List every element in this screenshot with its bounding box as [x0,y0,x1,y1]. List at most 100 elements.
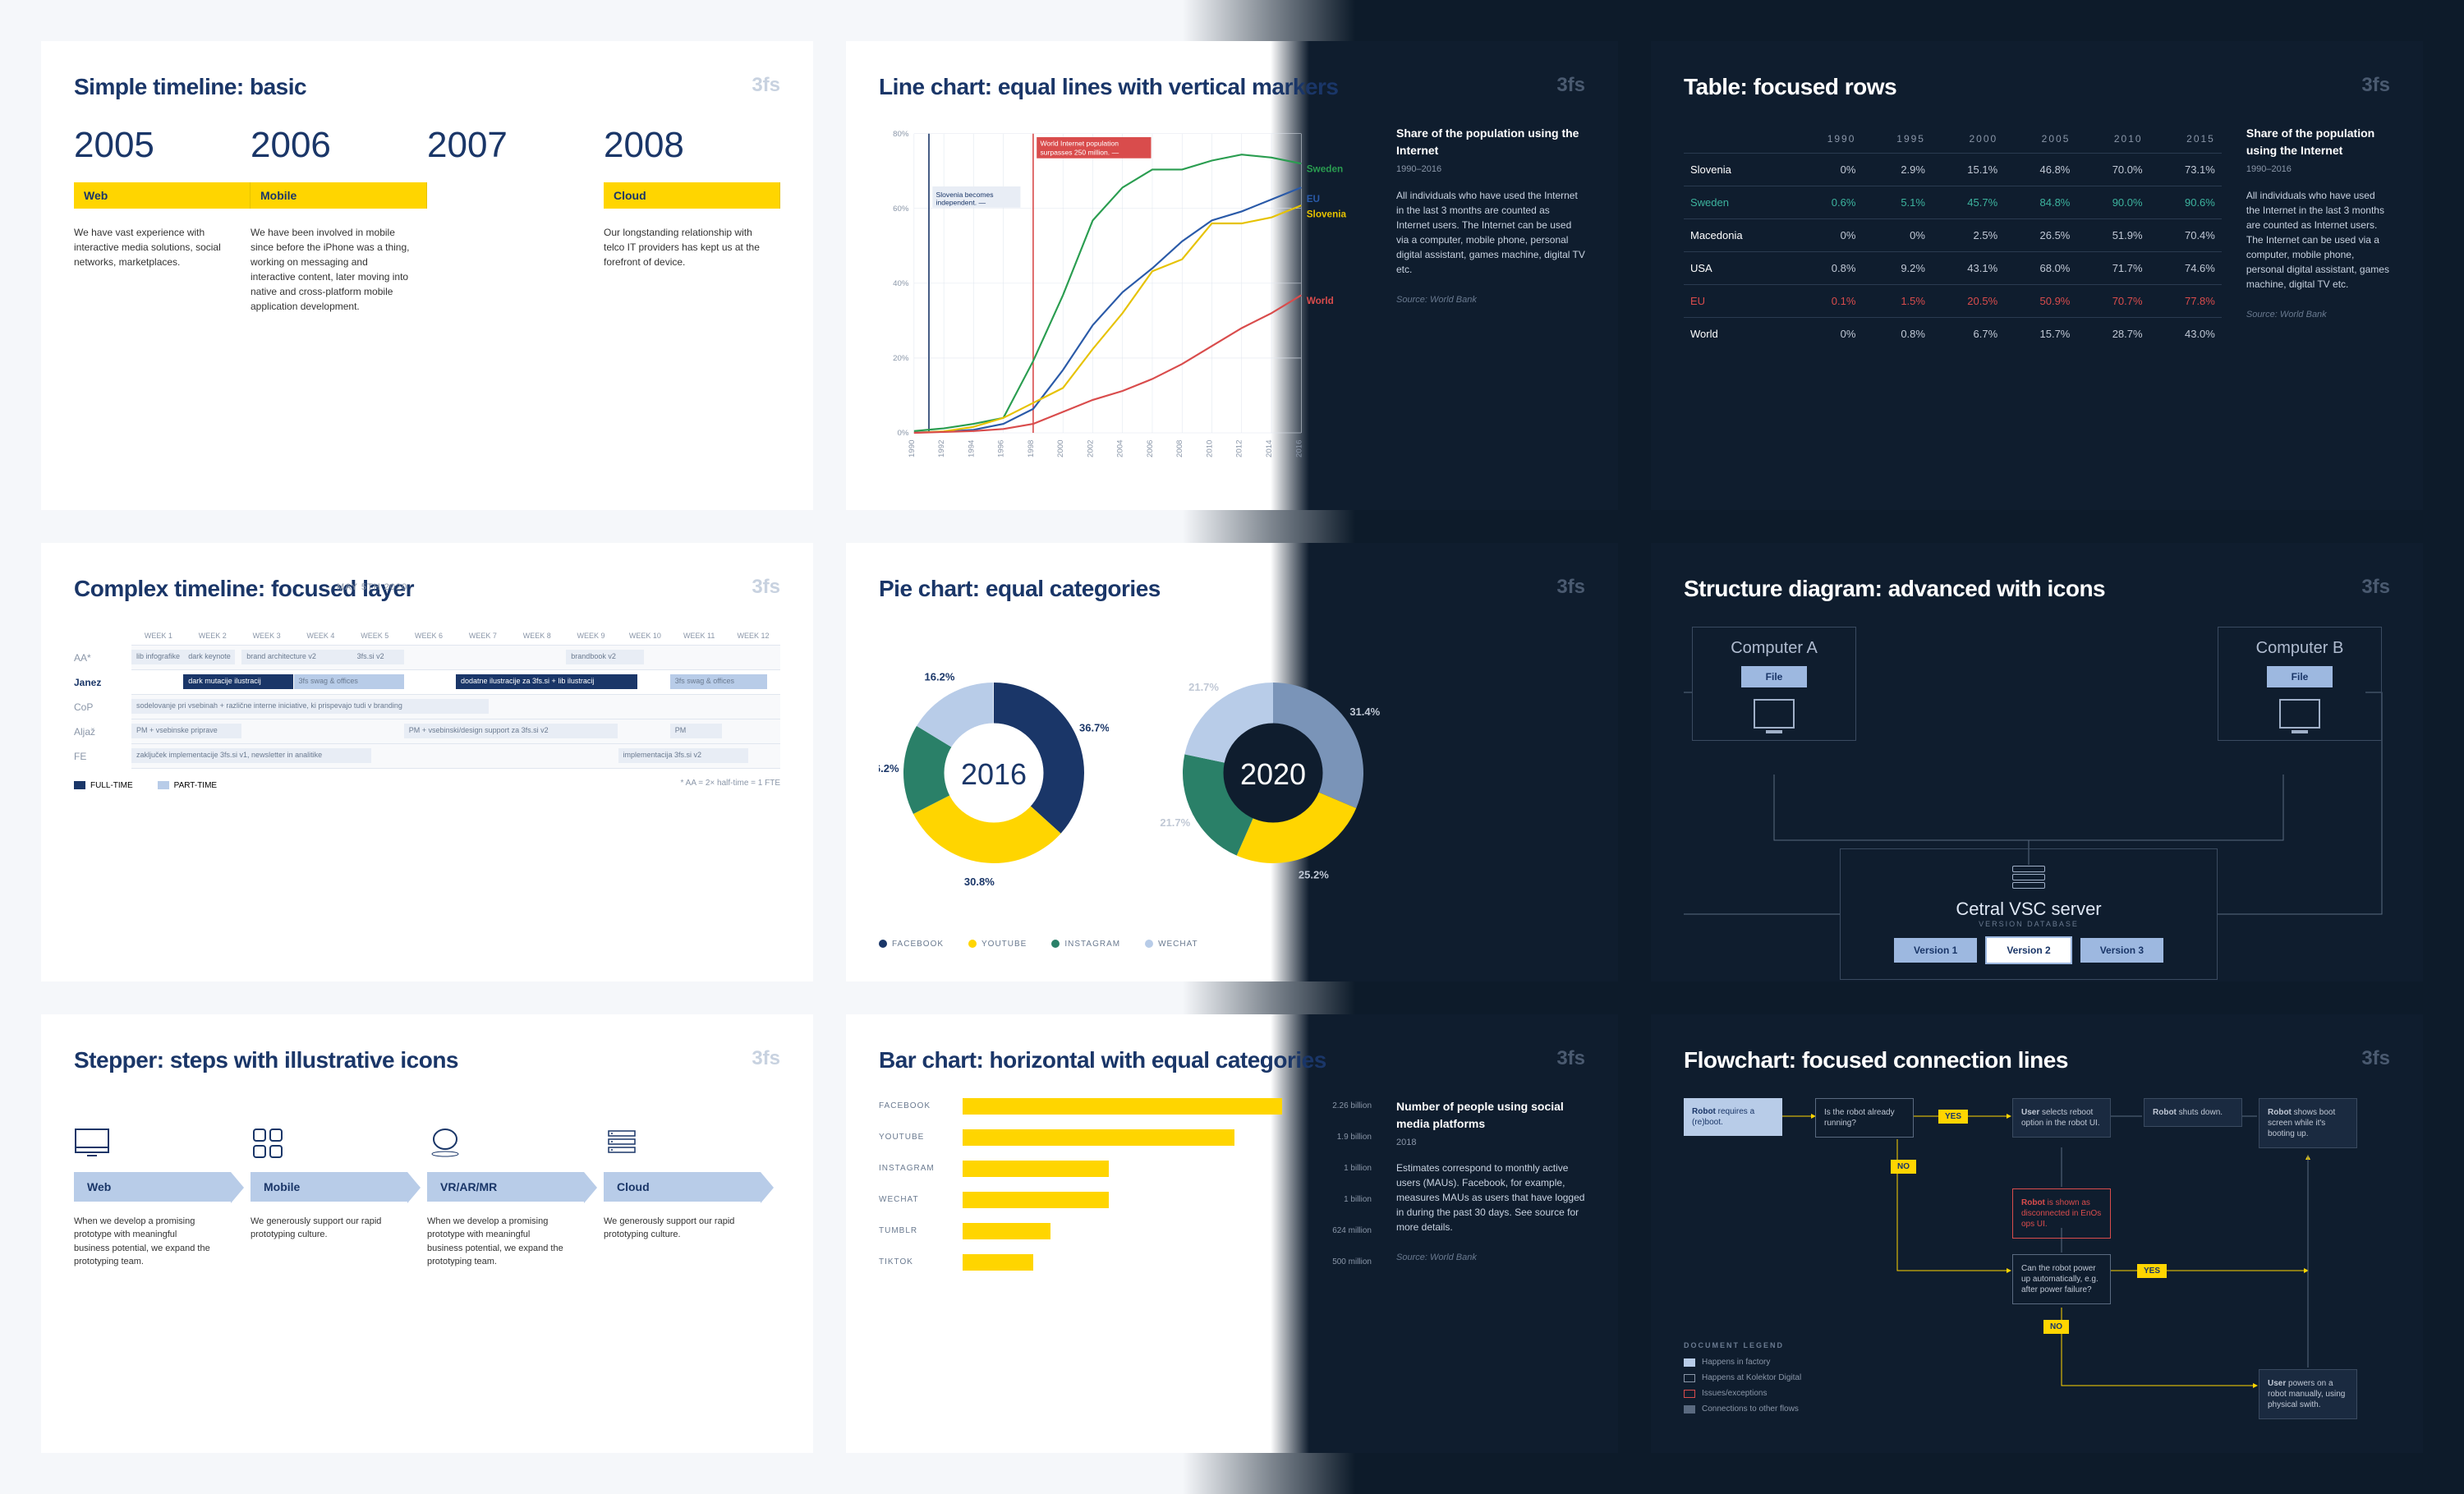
bar-fill [963,1223,1050,1239]
pie-center-label: 2016 [961,757,1027,792]
bar-fill [963,1254,1033,1271]
side-subtitle: 2018 [1396,1136,1585,1150]
step-desc: When we develop a promising prototype wi… [427,1215,584,1269]
table-row: Sweden0.6%5.1%45.7%84.8%90.0%90.6% [1684,186,2222,219]
gantt-bar: 3fs swag & offices [670,674,768,689]
week-header: WEEK 9 [564,627,618,645]
flow-decision: YES [1938,1110,1968,1124]
legend-item: Happens at Kolektor Digital [1684,1373,1801,1382]
gantt-bar: lib infografike [131,650,183,664]
version-button[interactable]: Version 3 [2080,938,2163,963]
flow-box: Is the robot already running? [1815,1098,1914,1138]
table-cell: 70.7% [2076,285,2149,318]
server-subtitle: VERSION DATABASE [1857,920,2200,928]
card-stepper: 3fs Stepper: steps with illustrative ico… [41,1014,813,1453]
brand-logo: 3fs [2361,576,2390,599]
table-cell: 51.9% [2076,219,2149,252]
table-cell: 70.4% [2149,219,2222,252]
gantt-footnote: * AA = 2× half-time = 1 FTE [74,779,780,788]
bar-row: FACEBOOK 2.26 billion [879,1098,1372,1115]
structure-diagram: Computer A File Computer B File Cetral V… [1684,627,2390,949]
brand-logo: 3fs [752,74,780,97]
year-label: 2005 [74,125,251,166]
brand-logo: 3fs [2361,1047,2390,1070]
week-header: WEEK 3 [240,627,294,645]
svg-text:Sweden: Sweden [1307,164,1343,175]
legend-item: FACEBOOK [879,940,944,949]
card-title: Complex timeline: focused layer [74,576,780,602]
flow-box: Robot shows boot screen while it's booti… [2259,1098,2357,1148]
table-row: EU0.1%1.5%20.5%50.9%70.7%77.8% [1684,285,2222,318]
svg-text:2000: 2000 [1056,440,1065,457]
step-desc: We generously support our rapid prototyp… [604,1215,761,1242]
svg-text:EU: EU [1307,194,1320,205]
table-cell: 43.1% [1932,252,2004,285]
card-pie-chart: 3fs Pie chart: equal categories 36.7%30.… [846,543,1618,981]
svg-text:2002: 2002 [1086,440,1095,457]
timeline-date: MAY 5TH 2020 [337,582,407,592]
file-button[interactable]: File [1741,666,1808,687]
legend-item: Connections to other flows [1684,1404,1801,1414]
step-desc: When we develop a promising prototype wi… [74,1215,231,1269]
side-subtitle: 1990–2016 [1396,163,1585,177]
week-header: WEEK 5 [347,627,402,645]
table-cell: 0% [1793,318,1863,351]
svg-text:1992: 1992 [937,440,946,457]
bar-label: FACEBOOK [879,1101,953,1110]
flow-decision: YES [2137,1264,2167,1278]
table-cell: 28.7% [2076,318,2149,351]
file-button[interactable]: File [2267,666,2333,687]
table-row: World0%0.8%6.7%15.7%28.7%43.0% [1684,318,2222,351]
svg-text:60%: 60% [893,205,909,214]
svg-text:36.7%: 36.7% [1079,721,1109,733]
table-row: USA0.8%9.2%43.1%68.0%71.7%74.6% [1684,252,2222,285]
card-title: Stepper: steps with illustrative icons [74,1047,780,1073]
week-header: WEEK 11 [672,627,726,645]
year-desc: Our longstanding relationship with telco… [604,225,780,269]
brand-logo: 3fs [752,1047,780,1070]
pie-charts: 36.7%30.8%16.2%16.2%201631.4%25.2%21.7%2… [879,627,1585,923]
bar-row: INSTAGRAM 1 billion [879,1161,1372,1177]
step: Cloud We generously support our rapid pr… [604,1115,780,1269]
year-desc: We have vast experience with interactive… [74,225,251,269]
card-table: 3fs Table: focused rows 1990199520002005… [1651,41,2423,510]
card-complex-timeline: 3fs Complex timeline: focused layer MAY … [41,543,813,981]
year-desc: We have been involved in mobile since be… [251,225,427,314]
gantt-bar: zaključek implementacije 3fs.si v1, news… [131,748,371,763]
bar-track [963,1161,1327,1177]
step-label: Cloud [604,1172,761,1202]
bar-chart-sidebar: Number of people using social media plat… [1396,1098,1585,1420]
svg-text:31.4%: 31.4% [1349,706,1380,718]
source-label: Source: World Bank [2246,308,2390,322]
server-box: Cetral VSC server VERSION DATABASE Versi… [1840,848,2218,980]
pie-chart: 36.7%30.8%16.2%16.2%2016 [879,658,1109,892]
timeline-year-col: 2005 Web We have vast experience with in… [74,125,251,314]
table-cell: 0% [1793,219,1863,252]
version-row: Version 1 Version 2 Version 3 [1857,938,2200,963]
computer-a-title: Computer A [1704,639,1844,658]
card-title: Bar chart: horizontal with equal categor… [879,1047,1585,1073]
brand-logo: 3fs [1556,576,1585,599]
source-label: Source: World Bank [1396,1251,1585,1265]
table-cell: 68.0% [2004,252,2076,285]
card-flowchart: 3fs Flowchart: focused connection lines … [1651,1014,2423,1453]
table-cell: 0.8% [1793,252,1863,285]
stepper-row: Web When we develop a promising prototyp… [74,1115,780,1269]
bar-label: WECHAT [879,1195,953,1204]
bar-row: TIKTOK 500 million [879,1254,1372,1271]
version-button[interactable]: Version 1 [1894,938,1977,963]
server-title: Cetral VSC server [1857,899,2200,920]
gantt-bar: dark keynote [183,650,235,664]
flow-box: Can the robot power up automatically, e.… [2012,1254,2111,1304]
gantt-bar: PM + vsebinske priprave [131,724,241,738]
gantt-row: lib infografikedark keynotebrand archite… [131,646,780,670]
line-chart-sidebar: Share of the population using the Intern… [1396,125,1585,477]
gantt-bar: PM [670,724,722,738]
svg-text:independent. —: independent. — [936,198,986,206]
table-cell: 0% [1862,219,1932,252]
table-header: 2005 [2004,125,2076,154]
flow-legend: DOCUMENT LEGENDHappens in factoryHappens… [1684,1341,1801,1420]
version-button[interactable]: Version 2 [1987,938,2070,963]
legend-item: Happens in factory [1684,1358,1801,1367]
data-table: 199019952000200520102015Slovenia0%2.9%15… [1684,125,2222,350]
